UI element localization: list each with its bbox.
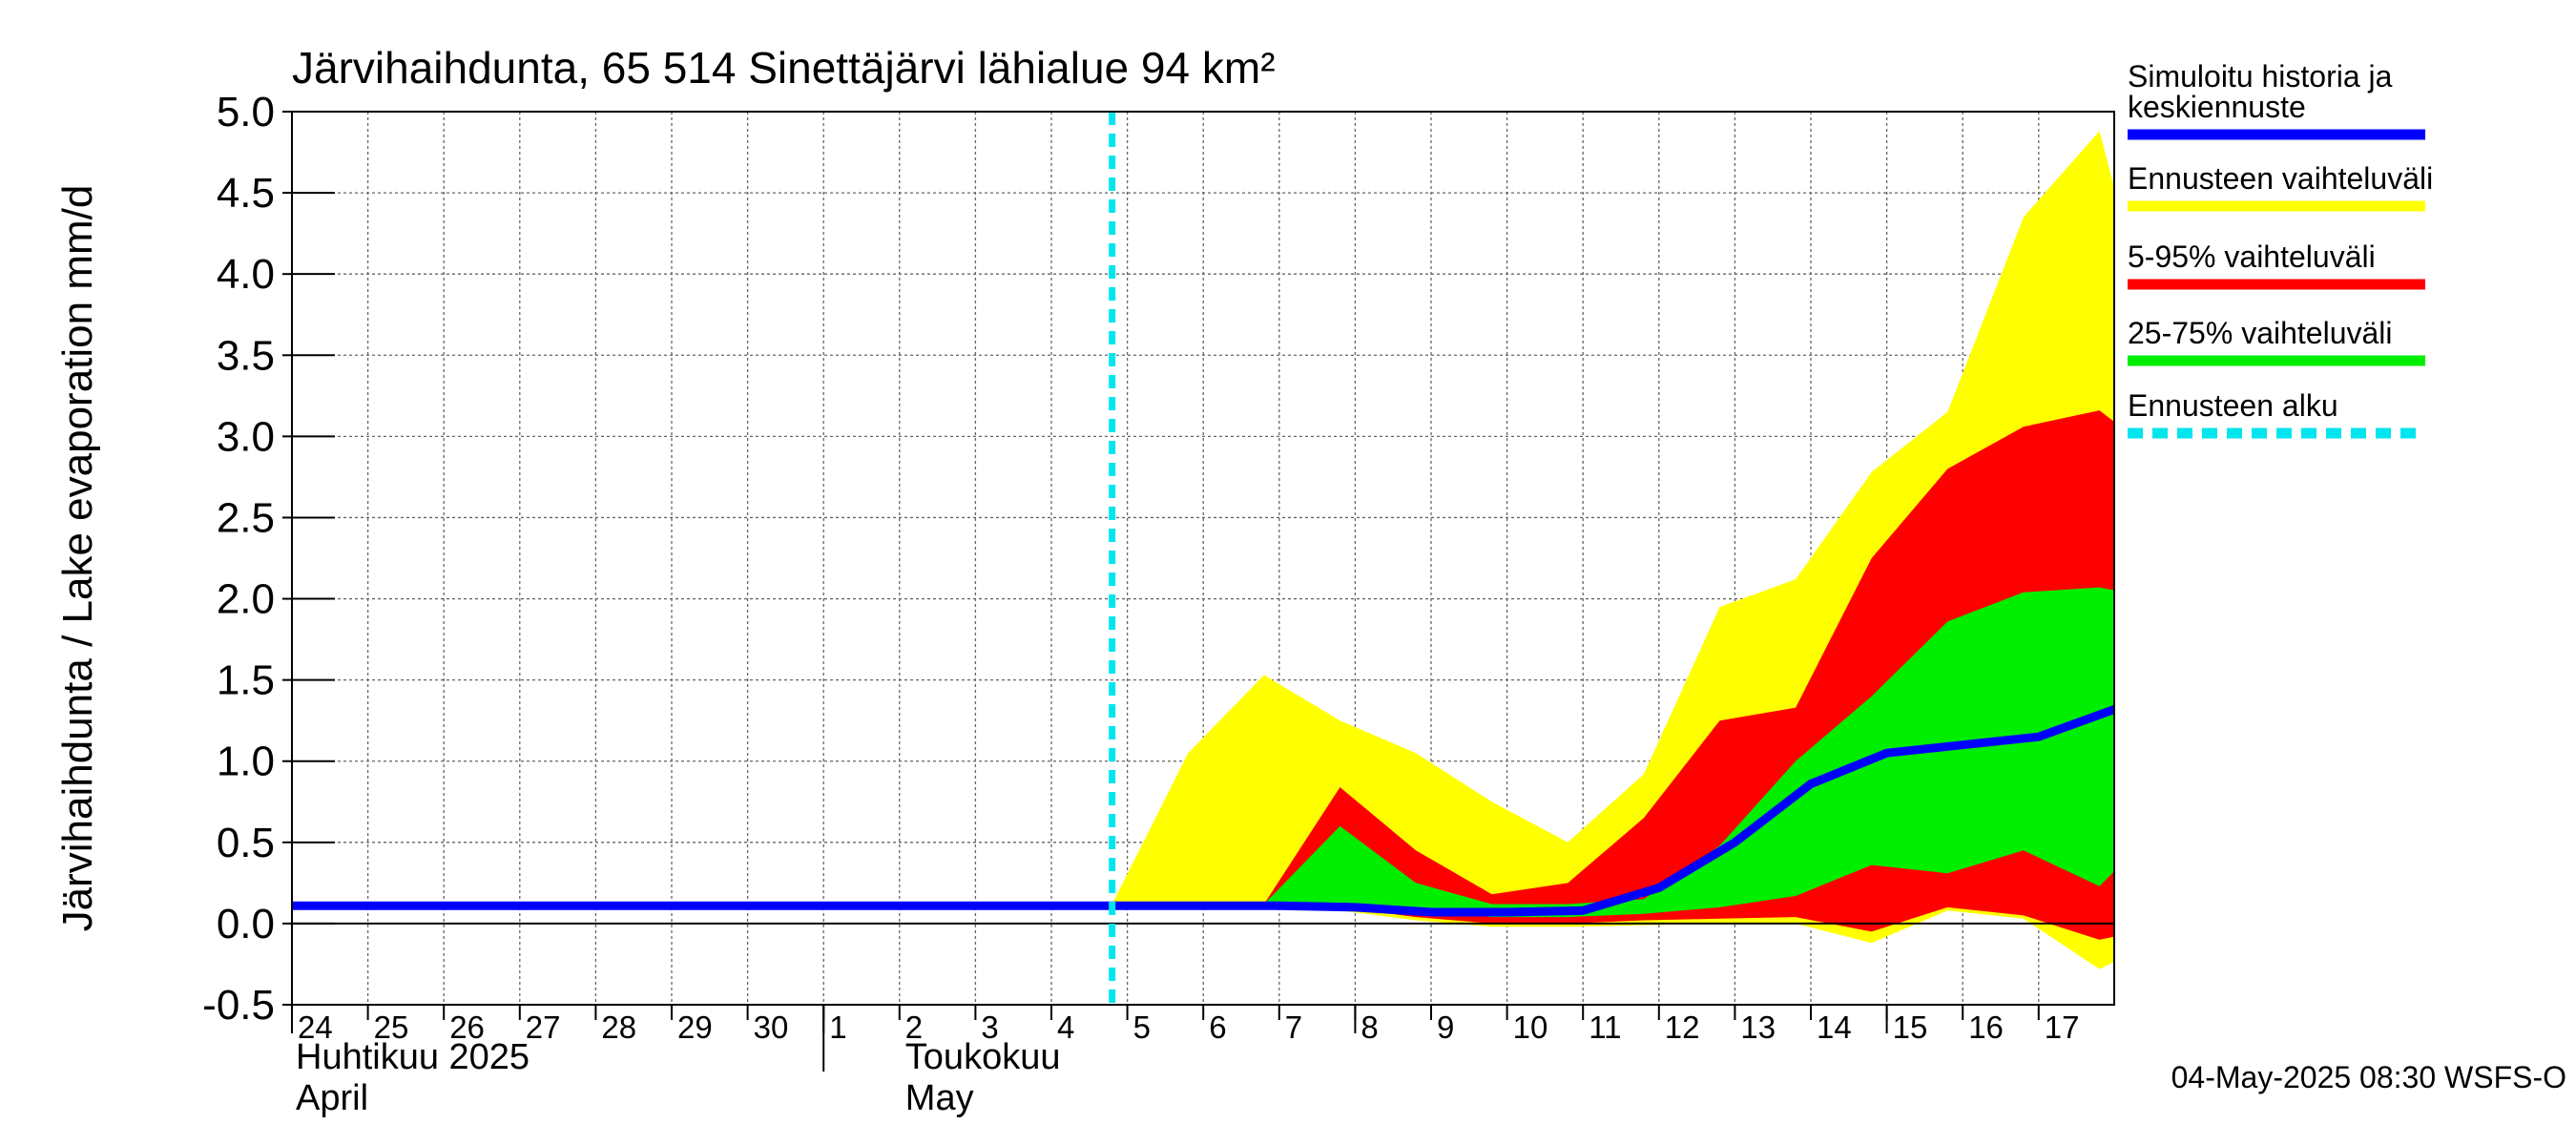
y-tick-label: 1.0 bbox=[217, 739, 275, 785]
x-tick-label: 28 bbox=[601, 1010, 636, 1045]
y-tick-label: 2.0 bbox=[217, 576, 275, 623]
x-tick-label: 27 bbox=[526, 1010, 561, 1045]
month-label-en: May bbox=[905, 1078, 974, 1118]
x-tick-label: 14 bbox=[1817, 1010, 1852, 1045]
y-axis-label: Järvihaihdunta / Lake evaporation mm/d bbox=[54, 185, 101, 932]
y-tick-label: 4.5 bbox=[217, 170, 275, 217]
x-tick-label: 4 bbox=[1057, 1010, 1074, 1045]
x-tick-label: 17 bbox=[2045, 1010, 2080, 1045]
x-tick-label: 3 bbox=[981, 1010, 998, 1045]
legend-label: keskiennuste bbox=[2128, 90, 2306, 124]
legend-label: Ennusteen vaihteluväli bbox=[2128, 161, 2433, 196]
legend-label: Simuloitu historia ja bbox=[2128, 59, 2393, 94]
x-tick-label: 29 bbox=[677, 1010, 713, 1045]
month-label-en: April bbox=[296, 1078, 368, 1118]
x-tick-label: 1 bbox=[829, 1010, 846, 1045]
x-tick-label: 11 bbox=[1589, 1010, 1621, 1045]
band-25-75 bbox=[1111, 587, 2114, 918]
x-tick-label: 2 bbox=[905, 1010, 923, 1045]
x-tick-label: 30 bbox=[754, 1010, 789, 1045]
x-tick-label: 8 bbox=[1361, 1010, 1378, 1045]
y-tick-label: 1.5 bbox=[217, 657, 275, 704]
y-tick-label: 3.5 bbox=[217, 332, 275, 379]
x-tick-label: 15 bbox=[1893, 1010, 1928, 1045]
y-tick-label: 0.5 bbox=[217, 820, 275, 866]
x-tick-label: 26 bbox=[449, 1010, 485, 1045]
legend-label: 25-75% vaihteluväli bbox=[2128, 316, 2393, 350]
y-tick-label: 4.0 bbox=[217, 251, 275, 298]
chart-title: Järvihaihdunta, 65 514 Sinettäjärvi lähi… bbox=[292, 43, 1276, 93]
y-tick-label: 2.5 bbox=[217, 494, 275, 541]
x-tick-label: 6 bbox=[1209, 1010, 1226, 1045]
x-tick-label: 10 bbox=[1513, 1010, 1548, 1045]
y-tick-label: -0.5 bbox=[202, 982, 275, 1029]
legend-label: 5-95% vaihteluväli bbox=[2128, 239, 2376, 274]
x-tick-label: 24 bbox=[298, 1010, 333, 1045]
y-tick-label: 5.0 bbox=[217, 89, 275, 135]
y-tick-label: 0.0 bbox=[217, 901, 275, 947]
month-label-fi: Toukokuu bbox=[905, 1037, 1061, 1077]
month-label-fi: Huhtikuu 2025 bbox=[296, 1037, 530, 1077]
x-tick-label: 16 bbox=[1968, 1010, 2004, 1045]
x-tick-label: 12 bbox=[1665, 1010, 1700, 1045]
x-tick-label: 25 bbox=[374, 1010, 409, 1045]
y-tick-label: 3.0 bbox=[217, 413, 275, 460]
legend-label: Ennusteen alku bbox=[2128, 388, 2338, 423]
timestamp: 04-May-2025 08:30 WSFS-O bbox=[2171, 1060, 2566, 1094]
x-tick-label: 13 bbox=[1740, 1010, 1776, 1045]
x-tick-label: 9 bbox=[1437, 1010, 1454, 1045]
mean-forecast-line bbox=[292, 705, 2114, 917]
x-tick-label: 5 bbox=[1133, 1010, 1151, 1045]
x-tick-label: 7 bbox=[1285, 1010, 1302, 1045]
